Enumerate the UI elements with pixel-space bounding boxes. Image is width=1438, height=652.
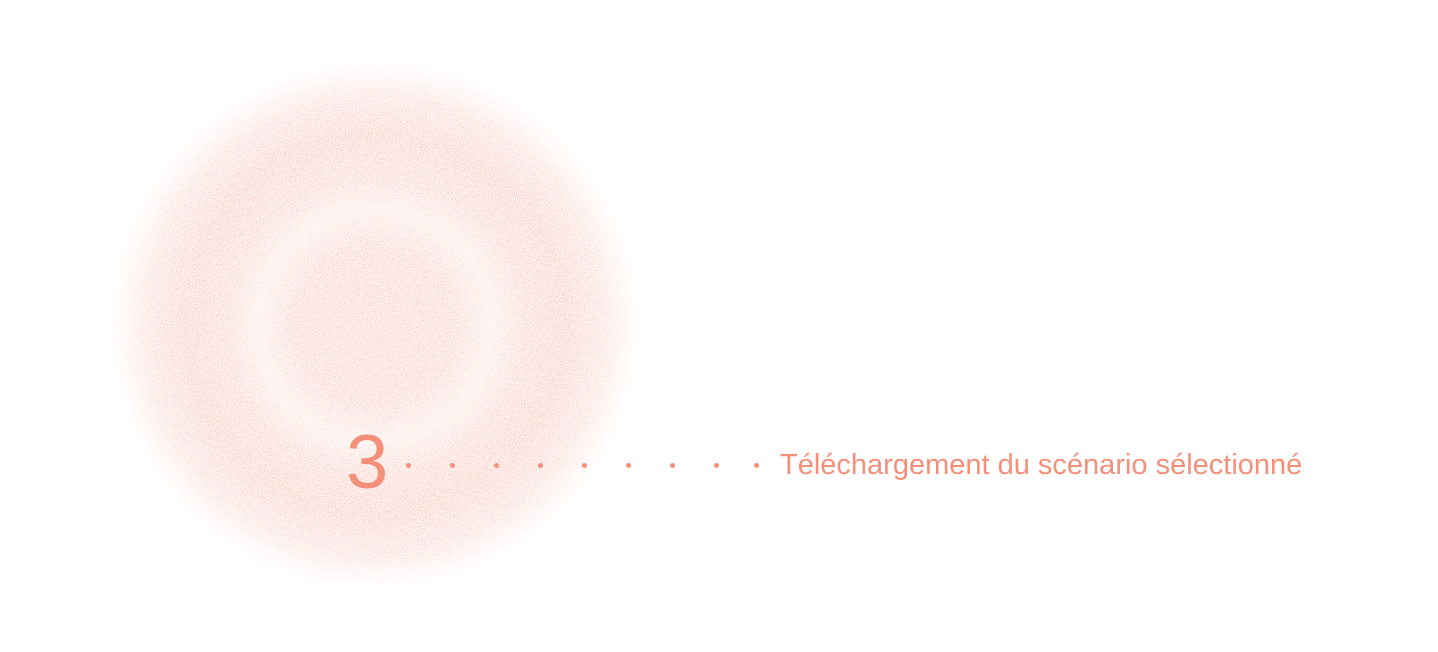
connector-dot: [582, 463, 587, 468]
connector-dot: [406, 463, 411, 468]
connector-dot: [714, 463, 719, 468]
connector-dot: [450, 463, 455, 468]
step-label: Téléchargement du scénario sélectionné: [780, 449, 1303, 481]
step-number: 3: [346, 420, 389, 505]
connector-dot: [494, 463, 499, 468]
connector-dot: [670, 463, 675, 468]
connector-dot: [754, 463, 759, 468]
connector-dot: [626, 463, 631, 468]
dotted-connector: [398, 458, 768, 474]
speckled-orb-icon: [110, 60, 640, 590]
connector-dot: [538, 463, 543, 468]
